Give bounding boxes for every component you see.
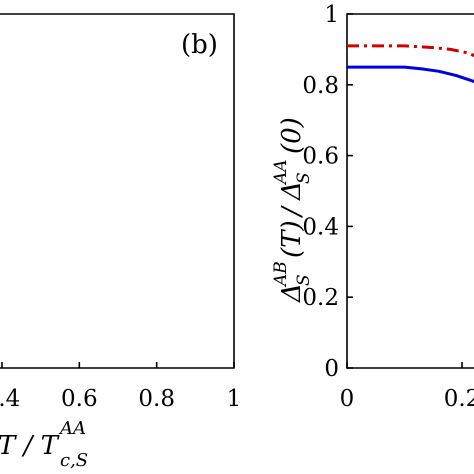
right-y-tick-label: 0.2 bbox=[302, 285, 339, 311]
x-axis-label-sup: AA bbox=[58, 418, 86, 439]
left-x-tick-label: 0.6 bbox=[61, 386, 98, 412]
panel-label: (b) bbox=[181, 30, 218, 60]
y-label-num-sup: AB bbox=[271, 261, 291, 288]
right-y-tick-label: 0.6 bbox=[302, 144, 339, 170]
y-label-slash: / bbox=[277, 205, 307, 219]
right-axes-frame bbox=[346, 13, 474, 369]
left-x-tick-label: 0.8 bbox=[138, 386, 175, 412]
series-line-blue-solid bbox=[347, 65, 474, 84]
left-x-ticks: 0.4 0.6 0.8 1 bbox=[0, 362, 241, 412]
right-x-tick-label: 0.2 bbox=[444, 386, 474, 412]
y-label-num-sub: S bbox=[294, 274, 314, 286]
right-y-tick-label: 0 bbox=[324, 356, 339, 382]
left-x-tick-label: 1 bbox=[227, 386, 242, 412]
y-label-num-delta: Δ bbox=[277, 283, 307, 303]
right-series-group bbox=[347, 44, 474, 84]
right-y-tick-label: 0.8 bbox=[302, 73, 339, 99]
y-label-den-sub: S bbox=[294, 172, 314, 184]
right-panel: 00.20.40.60.81 0 0.2 Δ AB S (T) / Δ AA S … bbox=[271, 2, 474, 412]
series-line-red-dashdot bbox=[347, 44, 474, 58]
right-x-tick-label: 0 bbox=[340, 386, 355, 412]
x-axis-label-sub: c,S bbox=[60, 450, 88, 471]
y-label-num-arg: (T) bbox=[277, 220, 307, 258]
y-label-den-sup: AA bbox=[271, 159, 291, 186]
left-panel: (b) 0.4 0.6 0.8 1 T / T c,S AA bbox=[0, 13, 241, 471]
y-axis-label: Δ AB S (T) / Δ AA S (0) bbox=[271, 117, 314, 303]
right-y-tick-label: 1 bbox=[324, 2, 339, 28]
y-label-den-delta: Δ bbox=[277, 181, 307, 201]
left-x-axis-label: T / T c,S AA bbox=[0, 418, 88, 471]
left-axes-frame bbox=[0, 13, 235, 369]
right-x-ticks: 0 0.2 bbox=[340, 362, 474, 412]
left-x-tick-label: 0.4 bbox=[0, 386, 20, 412]
right-y-tick-label: 0.4 bbox=[302, 214, 339, 240]
x-axis-label-main: T / T bbox=[0, 431, 60, 461]
right-y-ticks: 0 0.2 0.4 0.6 0.8 1 bbox=[302, 2, 353, 382]
y-label-den-arg: (0) bbox=[277, 117, 307, 154]
